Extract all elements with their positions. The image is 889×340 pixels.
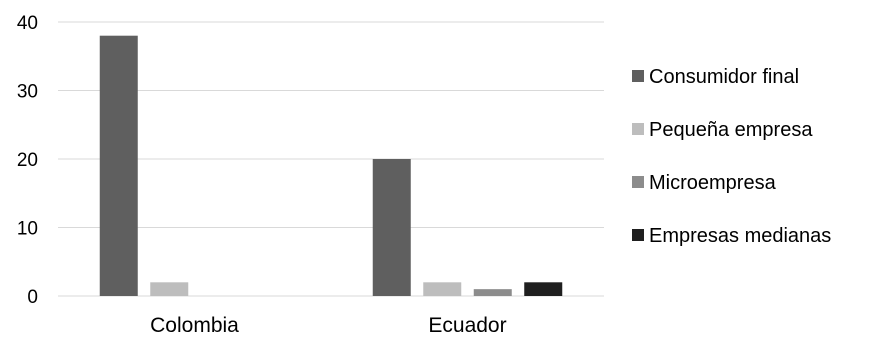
legend-swatch <box>632 123 644 135</box>
y-tick-label: 10 <box>17 219 38 240</box>
bar-ecuador-series-1 <box>423 282 462 296</box>
bars <box>99 35 563 296</box>
legend-swatch <box>632 176 644 188</box>
x-axis: Colombia Ecuador <box>150 314 506 337</box>
bar-ecuador-series-0 <box>372 159 411 296</box>
x-category-label: Colombia <box>150 314 239 337</box>
legend-label: Empresas medianas <box>649 225 831 247</box>
gridlines <box>58 21 604 297</box>
bar-ecuador-series-2 <box>473 289 512 296</box>
y-tick-label: 0 <box>27 287 38 308</box>
bar-colombia-series-0 <box>99 35 138 296</box>
y-tick-label: 40 <box>17 13 38 34</box>
bar-ecuador-series-3 <box>524 282 563 296</box>
legend-label: Microempresa <box>649 172 777 194</box>
bar-colombia-series-1 <box>150 282 189 296</box>
legend-swatch <box>632 70 644 82</box>
legend-swatch <box>632 229 644 241</box>
legend-label: Pequeña empresa <box>649 119 813 141</box>
legend: Consumidor final Pequeña empresa Microempr… <box>632 66 831 247</box>
y-axis: 0 10 20 30 40 <box>17 13 38 308</box>
y-tick-label: 20 <box>17 150 38 171</box>
legend-label: Consumidor final <box>649 66 799 88</box>
x-category-label: Ecuador <box>428 314 506 337</box>
y-tick-label: 30 <box>17 82 38 103</box>
